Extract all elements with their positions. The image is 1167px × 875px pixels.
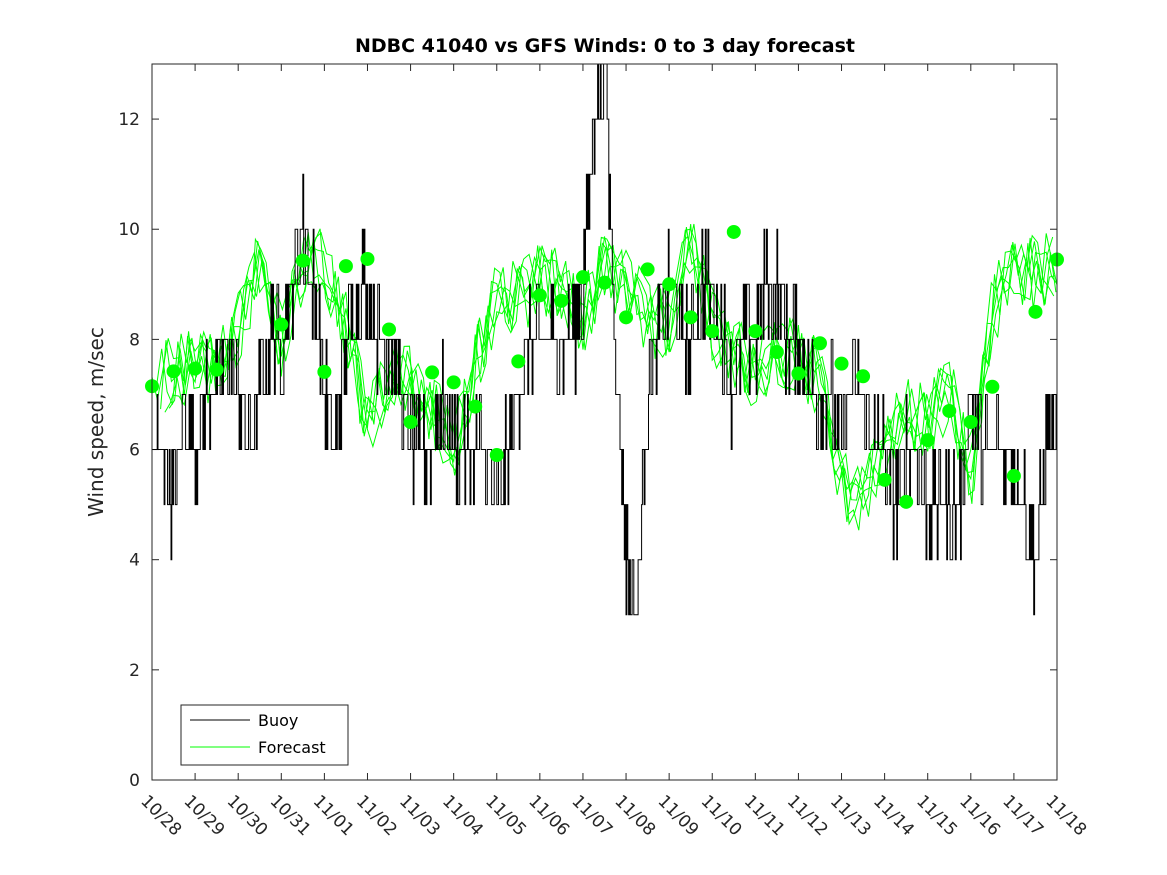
forecast-marker — [489, 448, 504, 463]
forecast-marker — [446, 375, 461, 390]
x-tick-label: 11/01 — [309, 791, 358, 840]
series-layer — [145, 63, 1064, 781]
x-tick-label: 11/02 — [352, 791, 401, 840]
forecast-marker — [812, 336, 827, 351]
series-group — [152, 64, 1057, 616]
x-tick-label: 11/08 — [611, 791, 660, 840]
forecast-marker — [511, 354, 526, 369]
x-tick-label: 11/11 — [740, 791, 789, 840]
forecast-marker — [726, 224, 741, 239]
forecast-marker — [877, 472, 892, 487]
legend: Buoy Forecast — [180, 704, 349, 766]
x-tick-label: 11/03 — [395, 791, 444, 840]
y-tick-label: 0 — [129, 771, 140, 791]
forecast-marker — [166, 364, 181, 379]
forecast-marker — [209, 362, 224, 377]
x-tick-label: 11/16 — [955, 791, 1004, 840]
forecast-marker — [597, 275, 612, 290]
forecast-marker — [683, 310, 698, 325]
y-axis-label: Wind speed, m/sec — [84, 327, 108, 517]
y-tick-label: 10 — [118, 220, 140, 240]
legend-forecast-label: Forecast — [258, 738, 326, 757]
forecast-marker — [705, 324, 720, 339]
x-tick-label: 11/10 — [697, 791, 746, 840]
forecast-marker — [985, 379, 1000, 394]
forecast-marker — [963, 415, 978, 429]
forecast-marker — [338, 259, 353, 274]
forecast-marker — [532, 288, 547, 303]
x-tick-label: 11/07 — [567, 791, 616, 840]
axes-frame — [151, 63, 1058, 781]
forecast-marker — [769, 345, 784, 360]
forecast-marker — [942, 403, 957, 418]
x-tick-label: 10/29 — [180, 791, 229, 840]
forecast-marker — [188, 361, 203, 376]
forecast-marker — [425, 365, 440, 380]
plot-area — [151, 63, 1058, 781]
forecast-marker — [619, 310, 634, 325]
forecast-marker — [382, 322, 397, 337]
x-tick-label: 10/31 — [266, 791, 315, 840]
x-tick-label: 11/04 — [438, 791, 487, 840]
forecast-marker — [791, 366, 806, 381]
legend-box — [180, 704, 349, 766]
x-tick-label: 11/13 — [826, 791, 875, 840]
x-tick-label: 10/28 — [136, 791, 185, 840]
forecast-marker — [468, 399, 483, 414]
x-tick-label: 11/06 — [524, 791, 573, 840]
y-tick-label: 12 — [118, 110, 140, 130]
forecast-marker — [662, 277, 677, 292]
forecast-marker — [1006, 468, 1021, 483]
x-tick-label: 11/05 — [481, 791, 530, 840]
y-tick-label: 2 — [129, 661, 140, 681]
x-tick-label: 10/30 — [223, 791, 272, 840]
forecast-marker — [920, 433, 935, 448]
chart-title: NDBC 41040 vs GFS Winds: 0 to 3 day fore… — [355, 35, 855, 57]
axes-box — [151, 63, 1058, 781]
forecast-marker — [403, 415, 418, 429]
forecast-marker — [575, 270, 590, 285]
forecast-marker — [1028, 304, 1043, 319]
forecast-marker — [640, 262, 655, 277]
forecast-line — [168, 227, 1054, 531]
forecast-marker — [554, 293, 569, 308]
x-tick-label: 11/15 — [912, 791, 961, 840]
x-tick-label: 11/09 — [654, 791, 703, 840]
legend-buoy-label: Buoy — [258, 711, 298, 730]
forecast-marker — [834, 356, 849, 371]
forecast-marker — [295, 253, 310, 268]
forecast-marker — [856, 369, 871, 384]
y-tick-label: 4 — [129, 551, 140, 571]
x-tick-label: 11/14 — [869, 791, 918, 840]
y-tick-label: 8 — [129, 330, 140, 350]
forecast-line — [173, 224, 1057, 522]
x-tick-label: 11/12 — [783, 791, 832, 840]
forecast-marker — [317, 364, 332, 379]
x-tick-label: 11/17 — [998, 791, 1047, 840]
forecast-marker — [899, 494, 914, 509]
forecast-marker — [360, 251, 375, 266]
y-tick-label: 6 — [129, 441, 140, 461]
forecast-marker — [748, 324, 763, 339]
forecast-marker — [274, 317, 289, 332]
x-tick-label: 11/18 — [1041, 791, 1090, 840]
